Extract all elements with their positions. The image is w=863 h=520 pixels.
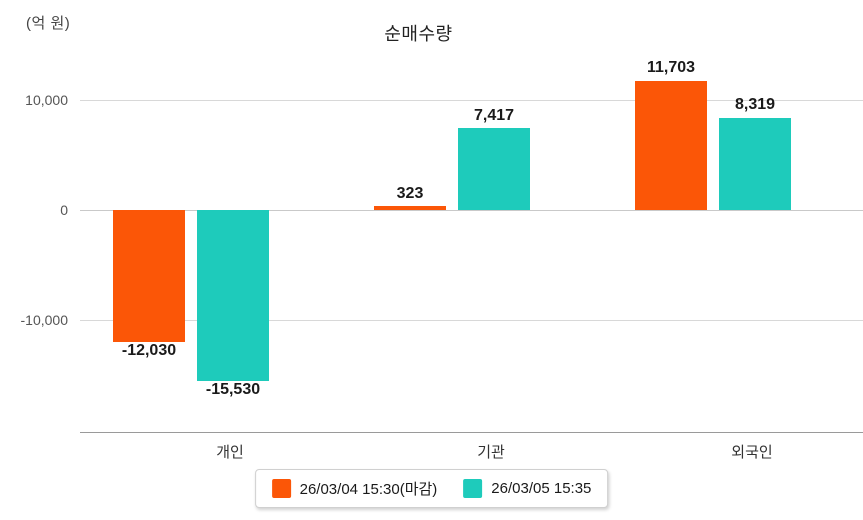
y-tick-label-10000: 10,000 [25, 92, 68, 108]
legend-item-series2[interactable]: 26/03/05 15:35 [463, 479, 591, 498]
bar-series2-cat1[interactable] [197, 210, 269, 381]
legend-swatch-icon-series1 [271, 479, 291, 498]
legend-swatch-icon-series2 [463, 479, 483, 498]
bar-series2-cat3[interactable] [719, 118, 791, 210]
chart-title: 순매수량 [0, 20, 863, 46]
chart-title-text: 순매수량 [384, 24, 453, 44]
legend-label-series2: 26/03/05 15:35 [491, 480, 592, 497]
x-axis-line [80, 432, 863, 433]
y-tick-label-neg10000: -10,000 [20, 312, 68, 328]
chart-legend: 26/03/04 15:30(마감) 26/03/05 15:35 [254, 469, 609, 508]
x-tick-label-foreigner: 외국인 [731, 444, 773, 461]
bar-label-series2-cat2: 7,417 [473, 107, 515, 124]
bar-series1-cat2[interactable] [374, 206, 446, 210]
x-tick-label-institution: 기관 [477, 444, 505, 461]
y-axis-unit-label: (억 원) [26, 15, 71, 32]
bar-label-series1-cat2: 323 [396, 185, 424, 202]
bar-series2-cat2[interactable] [458, 128, 530, 210]
bar-series1-cat1[interactable] [113, 210, 185, 342]
bar-label-series2-cat1: -15,530 [205, 381, 261, 398]
bar-label-series1-cat3: 11,703 [646, 59, 696, 76]
gridline-10000 [80, 100, 863, 101]
x-tick-label-individual: 개인 [216, 444, 244, 461]
y-tick-label-0: 0 [60, 202, 68, 218]
bar-label-series2-cat3: 8,319 [734, 96, 776, 113]
bar-series1-cat3[interactable] [635, 81, 707, 210]
legend-label-series1: 26/03/04 15:30(마감) [299, 481, 438, 498]
gridline-zero [80, 210, 863, 211]
bar-label-series1-cat1: -12,030 [121, 342, 177, 359]
plot-area: 10,000 0 -10,000 -12,030 -15,530 323 7,4… [21, 45, 863, 461]
gridline-neg10000 [80, 320, 863, 321]
legend-item-series1[interactable]: 26/03/04 15:30(마감) [271, 478, 438, 499]
